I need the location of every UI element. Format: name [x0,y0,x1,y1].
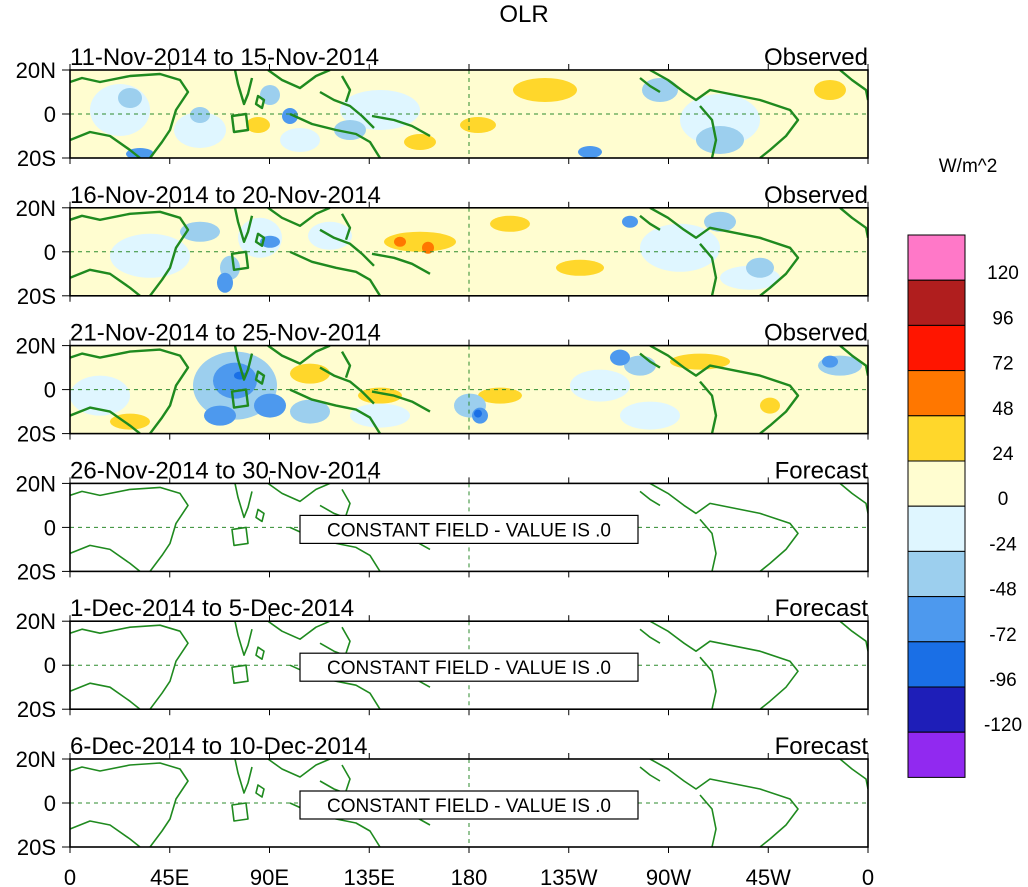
olr-anomaly-field [70,207,868,296]
x-tick-label: 0 [64,865,76,887]
panel-period: 21-Nov-2014 to 25-Nov-2014 [70,320,381,347]
y-tick-label: 20N [16,58,56,83]
x-tick-label: 90W [646,865,691,887]
map-panel-5: 20N 0 20S 1-Dec-2014 to 5-Dec-2014 Forecast C… [16,595,869,722]
y-tick-label: 20S [17,284,56,309]
colorbar-label: 120 [987,263,1019,284]
y-tick-label: 20S [17,146,56,171]
colorbar-label: -72 [989,625,1016,646]
y-tick-label: 20N [16,471,56,496]
x-tick-label: 0 [862,865,874,887]
colorbar-swatch [907,731,966,778]
map-panel-4: 20N 0 20S 26-Nov-2014 to 30-Nov-2014 Forecas… [16,457,869,584]
colorbar-label: 48 [992,399,1013,420]
colorbar-swatch [907,505,966,552]
constant-field-note: CONSTANT FIELD - VALUE IS .0 [299,790,639,820]
constant-field-text: CONSTANT FIELD - VALUE IS .0 [327,520,611,541]
x-tick-label: 90E [250,865,289,887]
colorbar-label: 24 [992,444,1014,465]
y-tick-label: 0 [44,102,56,127]
panel-period: 11-Nov-2014 to 15-Nov-2014 [70,44,379,71]
map-panel-1: 20N 0 20S 11-Nov-2014 to 15-Nov-2014 Observe… [16,44,869,171]
constant-field-note: CONSTANT FIELD - VALUE IS .0 [299,652,639,682]
x-axis-ticks: 0 45E 90E 135E 180 135W 90W 45W 0 [64,865,874,887]
colorbar-label: -120 [984,715,1022,736]
colorbar-label: -24 [989,534,1017,555]
colorbar-swatch [907,641,966,688]
y-tick-label: 20N [16,196,56,221]
x-tick-label: 135E [344,865,395,887]
colorbar-swatch [907,370,966,417]
y-tick-label: 20S [17,559,56,584]
constant-field-text: CONSTANT FIELD - VALUE IS .0 [327,658,611,679]
y-tick-label: 0 [44,653,56,678]
panel-type: Forecast [775,733,869,760]
colorbar-swatch [907,460,966,507]
figure-title: OLR [499,1,548,28]
panel-type: Forecast [775,457,869,484]
colorbar: W/m^2 120 96 72 48 24 0 -24 -48 -72 -96 -120 [907,156,1022,778]
panel-period: 16-Nov-2014 to 20-Nov-2014 [70,182,381,209]
y-tick-label: 20N [16,747,56,772]
coastlines [70,345,868,434]
coastlines [70,207,868,296]
colorbar-label: -48 [989,580,1016,601]
colorbar-swatch [907,324,966,372]
y-tick-label: 20S [17,697,56,722]
colorbar-swatch [907,279,966,326]
colorbar-swatch [907,234,966,281]
colorbar-label: -96 [989,670,1016,691]
coastlines [70,70,868,158]
map-panel-3: 20N 0 20S 21-Nov-2014 to 25-Nov-2014 Observe… [16,320,869,447]
map-panel-6: 20N 0 20S 6-Dec-2014 to 10-Dec-2014 Forecast… [16,733,869,860]
x-tick-label: 135W [540,865,598,887]
x-tick-label: 45E [150,865,189,887]
colorbar-units: W/m^2 [939,156,998,177]
y-tick-label: 20N [16,334,56,359]
x-tick-label: 180 [451,865,488,887]
colorbar-label: 72 [992,354,1013,375]
coastlines [70,483,868,572]
panel-type: Observed [764,320,868,347]
colorbar-label: 96 [992,308,1013,329]
map-panel-2: 20N 0 20S 16-Nov-2014 to 20-Nov-2014 Observe… [16,182,869,309]
y-tick-label: 0 [44,791,56,816]
colorbar-swatch [907,550,966,598]
panel-period: 1-Dec-2014 to 5-Dec-2014 [70,595,354,622]
panel-type: Forecast [775,595,869,622]
y-tick-label: 0 [44,378,56,403]
panel-period: 6-Dec-2014 to 10-Dec-2014 [70,733,368,760]
map-panels: 20N 0 20S 11-Nov-2014 to 15-Nov-2014 Observe… [16,44,869,860]
constant-field-note: CONSTANT FIELD - VALUE IS .0 [299,514,639,544]
colorbar-swatch [907,596,966,643]
y-tick-label: 0 [44,515,56,540]
colorbar-swatch [907,686,966,733]
colorbar-label: 0 [998,489,1009,510]
y-tick-label: 20S [17,835,56,860]
y-tick-label: 20N [16,609,56,634]
y-tick-label: 0 [44,240,56,265]
x-tick-label: 45W [746,865,791,887]
panel-period: 26-Nov-2014 to 30-Nov-2014 [70,457,381,484]
constant-field-text: CONSTANT FIELD - VALUE IS .0 [327,796,611,817]
y-tick-label: 20S [17,422,56,447]
panel-type: Observed [764,182,868,209]
panel-type: Observed [764,44,868,71]
colorbar-swatch [907,415,966,462]
